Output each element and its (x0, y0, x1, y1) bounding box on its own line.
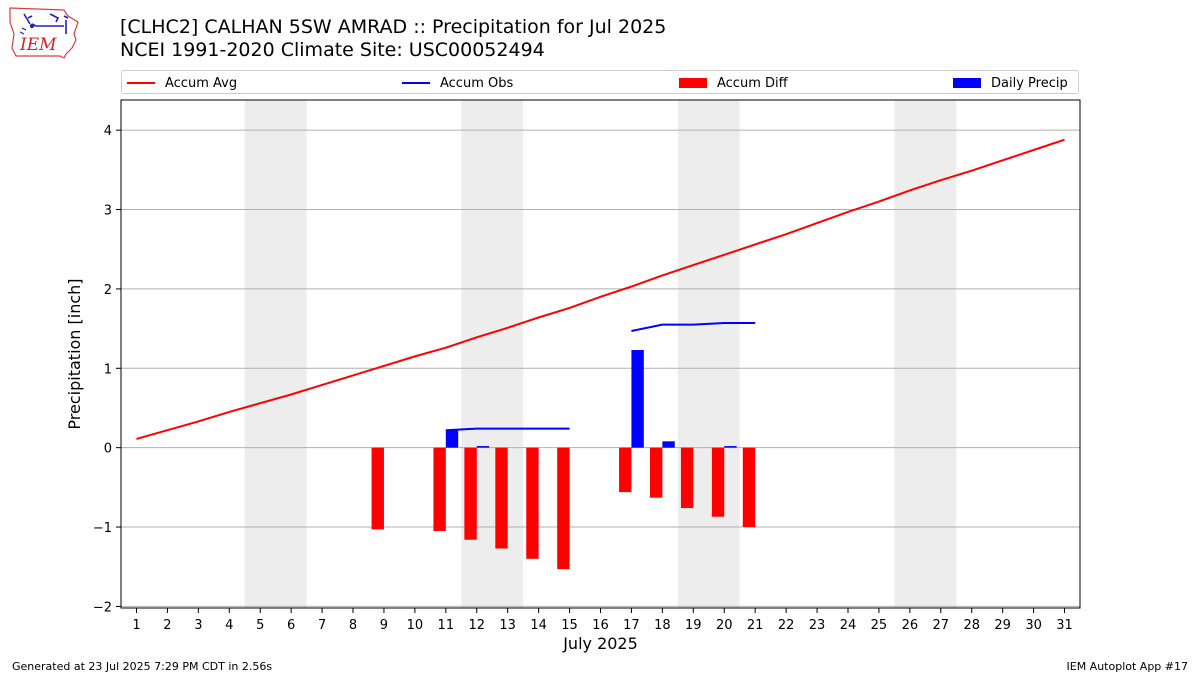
legend-item-accum-diff: Accum Diff (679, 74, 788, 92)
x-tick-label-22: 22 (778, 618, 795, 633)
weekend-band-3 (894, 100, 957, 608)
generated-timestamp: Generated at 23 Jul 2025 7:29 PM CDT in … (12, 660, 273, 673)
weekend-band-2 (677, 100, 740, 608)
accum-diff-bar-day-17 (619, 447, 632, 493)
x-tick-label-4: 4 (225, 618, 233, 633)
x-tick-label-9: 9 (380, 618, 388, 633)
x-tick-label-18: 18 (654, 618, 671, 633)
app-credit: IEM Autoplot App #17 (1066, 660, 1189, 673)
legend-item-accum-avg: Accum Avg (127, 74, 237, 92)
chart-subtitle: NCEI 1991-2020 Climate Site: USC00052494 (120, 39, 545, 61)
x-tick-label-13: 13 (499, 618, 516, 633)
accum-obs-line-segment-1 (631, 322, 756, 332)
x-tick-label-25: 25 (871, 618, 888, 633)
x-tick-label-12: 12 (468, 618, 485, 633)
legend-label-accum-obs: Accum Obs (440, 75, 514, 91)
accum-diff-bar-day-13 (495, 447, 508, 549)
legend-label-daily-precip: Daily Precip (991, 75, 1068, 91)
x-tick-label-24: 24 (840, 618, 857, 633)
daily-precip-bar-day-18 (662, 441, 675, 448)
y-tick-label-6: 4 (104, 124, 112, 139)
x-tick-label-17: 17 (623, 618, 640, 633)
legend-label-accum-diff: Accum Diff (717, 75, 788, 91)
y-tick-label-0: −2 (93, 600, 112, 615)
accum-diff-bar-day-11 (433, 447, 446, 532)
x-tick-label-15: 15 (561, 618, 578, 633)
x-tick-label-8: 8 (349, 618, 357, 633)
x-tick-label-5: 5 (256, 618, 264, 633)
x-tick-label-10: 10 (407, 618, 424, 633)
x-tick-label-3: 3 (194, 618, 202, 633)
weekend-band-0 (244, 100, 307, 608)
legend: Accum Avg Accum Obs Accum Diff Daily Pre… (121, 70, 1079, 94)
legend-swatch-accum-obs (402, 82, 430, 84)
x-tick-label-29: 29 (994, 618, 1011, 633)
x-tick-label-28: 28 (963, 618, 980, 633)
x-tick-label-26: 26 (902, 618, 919, 633)
legend-label-accum-avg: Accum Avg (165, 75, 238, 91)
daily-precip-bar-day-11 (445, 430, 459, 448)
x-tick-label-14: 14 (530, 618, 547, 633)
y-axis-label: Precipitation [inch] (65, 278, 84, 429)
x-tick-label-7: 7 (318, 618, 326, 633)
x-tick-label-6: 6 (287, 618, 295, 633)
accum-avg-line (136, 138, 1065, 440)
x-tick-label-20: 20 (716, 618, 733, 633)
iowa-state-outline-icon: IEM (9, 7, 79, 59)
x-tick-label-31: 31 (1056, 618, 1073, 633)
accum-diff-bar-day-19 (680, 447, 694, 508)
accum-diff-bar-day-12 (464, 447, 477, 540)
y-tick-label-1: −1 (93, 521, 112, 536)
legend-item-accum-obs: Accum Obs (402, 74, 513, 92)
daily-precip-bar-day-17 (631, 350, 644, 448)
accum-diff-bar-day-14 (526, 447, 539, 559)
accum-diff-bar-day-21 (742, 447, 756, 528)
y-tick-label-4: 2 (104, 283, 112, 298)
daily-precip-bar-day-12 (476, 446, 490, 448)
legend-swatch-accum-diff (679, 78, 707, 88)
x-tick-label-16: 16 (592, 618, 609, 633)
y-tick-label-5: 3 (104, 204, 112, 219)
legend-swatch-daily-precip (953, 78, 981, 88)
x-tick-label-19: 19 (685, 618, 702, 633)
accum-diff-bar-day-15 (557, 447, 570, 570)
accum-obs-line-segment-0 (445, 427, 570, 432)
x-tick-label-27: 27 (933, 618, 950, 633)
legend-swatch-accum-avg (127, 82, 155, 84)
x-tick-label-1: 1 (132, 618, 140, 633)
accum-diff-bar-day-20 (711, 447, 725, 517)
accum-diff-bar-day-9 (371, 447, 384, 530)
y-tick-label-2: 0 (104, 442, 112, 457)
x-axis-label: July 2025 (562, 634, 638, 653)
y-tick-label-3: 1 (104, 362, 112, 377)
daily-precip-bar-day-20 (724, 446, 737, 448)
iem-logo: IEM (6, 4, 82, 60)
x-tick-label-11: 11 (438, 618, 455, 633)
legend-item-daily-precip: Daily Precip (953, 74, 1068, 92)
x-tick-label-21: 21 (747, 618, 764, 633)
logo-text: IEM (19, 35, 57, 55)
x-tick-label-23: 23 (809, 618, 826, 633)
x-tick-label-30: 30 (1025, 618, 1042, 633)
chart-title: [CLHC2] CALHAN 5SW AMRAD :: Precipitatio… (120, 16, 667, 38)
x-tick-label-2: 2 (163, 618, 171, 633)
accum-diff-bar-day-18 (649, 447, 663, 498)
